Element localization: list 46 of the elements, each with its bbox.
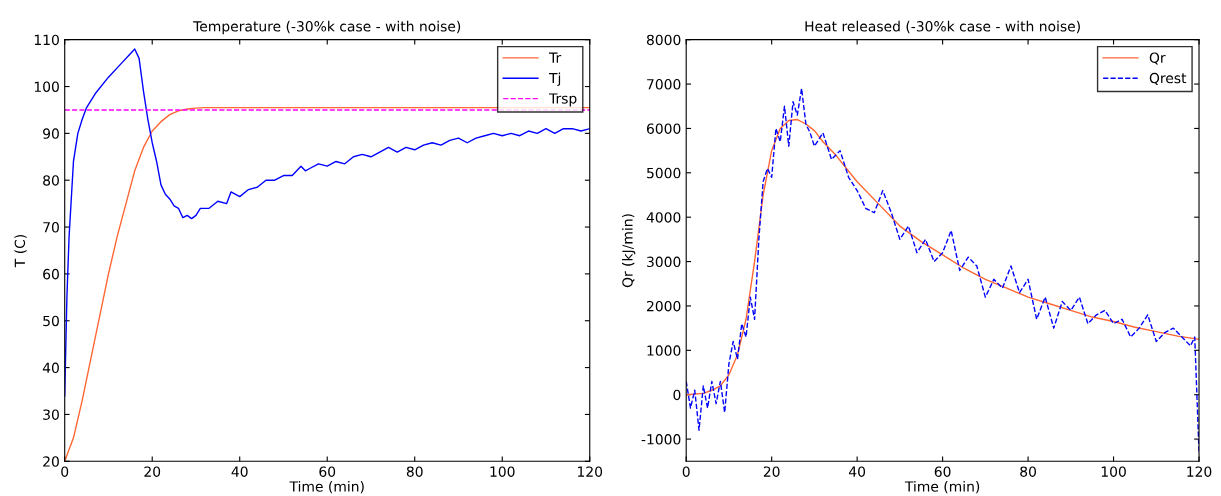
y-axis-title: Qr (kJ/min) <box>621 214 636 288</box>
x-tick-label: 100 <box>490 466 515 477</box>
y-tick-label: 8000 <box>646 34 681 46</box>
y-tick-label: 20 <box>43 456 59 467</box>
y-tick-label: 100 <box>34 81 59 92</box>
y-tick-label: -1000 <box>641 434 681 445</box>
x-tick-label: 20 <box>763 466 780 477</box>
x-tick-label: 80 <box>1020 466 1036 477</box>
y-tick-label: 40 <box>42 362 59 374</box>
x-tick-label: 20 <box>144 466 161 477</box>
legend-label: Tj <box>549 72 561 87</box>
x-tick-label: 120 <box>578 466 603 477</box>
x-axis-title: Time (min) <box>904 480 980 494</box>
chart-title: Heat released (-30%k case - with noise) <box>805 20 1080 34</box>
y-tick-label: 0 <box>673 389 681 401</box>
x-tick-label: 40 <box>231 466 248 477</box>
chart-title: Temperature (-30%k case - with noise) <box>193 20 461 35</box>
x-tick-label: 0 <box>682 466 690 477</box>
y-tick-label: 6000 <box>646 123 681 134</box>
y-tick-label: 110 <box>34 34 59 46</box>
y-tick-label: 4000 <box>646 212 681 223</box>
x-tick-label: 80 <box>406 466 423 477</box>
x-tick-label: 60 <box>934 466 951 477</box>
legend-label: Qr <box>1149 52 1166 65</box>
y-tick-label: 1000 <box>647 345 681 356</box>
y-tick-label: 50 <box>43 315 59 327</box>
legend-label: Trsp <box>549 93 577 107</box>
y-tick-label: 70 <box>43 222 59 233</box>
x-axis-title: Time (min) <box>289 480 364 494</box>
x-tick-label: 40 <box>848 466 866 477</box>
x-tick-label: 120 <box>1187 466 1212 477</box>
y-tick-label: 3000 <box>647 256 681 268</box>
y-tick-label: 5000 <box>647 167 681 179</box>
y-tick-label: 80 <box>43 175 59 186</box>
legend-label: Qrest <box>1149 72 1187 85</box>
y-tick-label: 2000 <box>647 300 681 312</box>
x-tick-label: 100 <box>1101 466 1126 477</box>
x-tick-label: 60 <box>319 466 336 477</box>
y-tick-label: 30 <box>43 409 59 420</box>
x-tick-label: 0 <box>61 466 69 477</box>
y-tick-label: 90 <box>43 128 59 139</box>
line-series <box>686 118 1200 396</box>
legend-label: Tr <box>549 52 562 63</box>
y-tick-label: 60 <box>43 268 59 280</box>
y-tick-label: 7000 <box>647 79 681 90</box>
y-axis-title: T (C) <box>14 234 27 268</box>
